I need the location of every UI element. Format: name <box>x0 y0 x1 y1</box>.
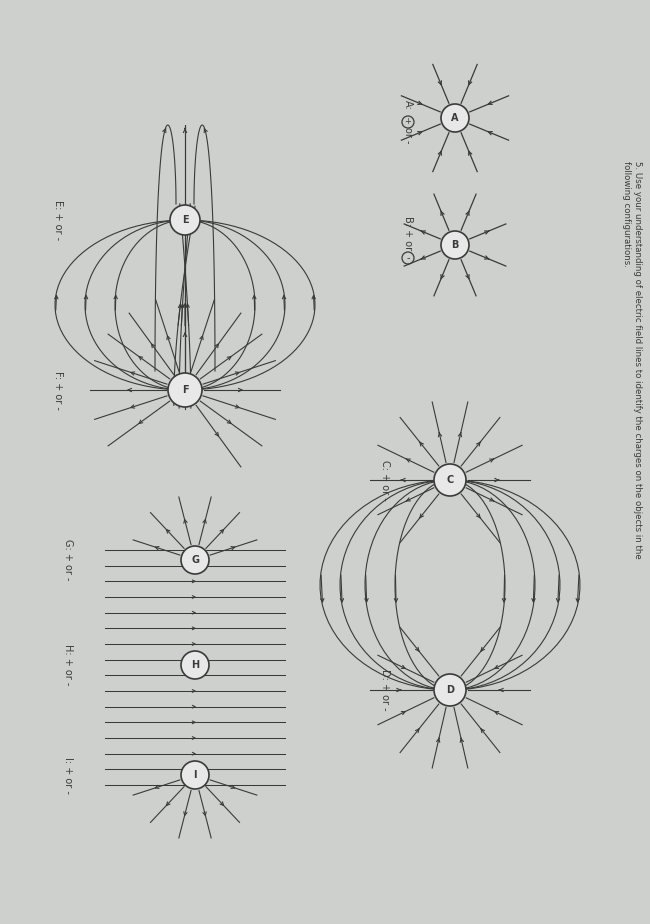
Text: A: A <box>451 113 459 123</box>
Text: C: + or -: C: + or - <box>380 459 390 501</box>
Circle shape <box>434 674 466 706</box>
Circle shape <box>170 205 200 235</box>
Text: E: E <box>182 215 188 225</box>
Text: A:: A: <box>403 100 413 110</box>
Text: D: + or -: D: + or - <box>380 669 390 711</box>
Circle shape <box>434 464 466 496</box>
Text: G: + or -: G: + or - <box>63 540 73 581</box>
Text: G: G <box>191 555 199 565</box>
Text: B: B <box>451 240 459 250</box>
Text: E: + or -: E: + or - <box>53 200 63 240</box>
Text: H: + or -: H: + or - <box>63 644 73 686</box>
Text: or -: or - <box>403 127 413 143</box>
Circle shape <box>181 651 209 679</box>
Text: F: + or -: F: + or - <box>53 371 63 409</box>
Text: I: + or -: I: + or - <box>63 757 73 794</box>
Text: -: - <box>406 253 410 263</box>
Text: C: C <box>447 475 454 485</box>
Circle shape <box>441 231 469 259</box>
Circle shape <box>168 373 202 407</box>
Text: H: H <box>191 660 199 670</box>
Text: B: + or: B: + or <box>403 216 413 250</box>
Text: F: F <box>182 385 188 395</box>
Text: D: D <box>446 685 454 695</box>
Circle shape <box>181 546 209 574</box>
Text: 5. Use your understanding of electric field lines to identify the charges on the: 5. Use your understanding of electric fi… <box>622 161 642 559</box>
Circle shape <box>441 104 469 132</box>
Text: +: + <box>404 117 411 127</box>
Circle shape <box>181 761 209 789</box>
Text: I: I <box>193 770 197 780</box>
